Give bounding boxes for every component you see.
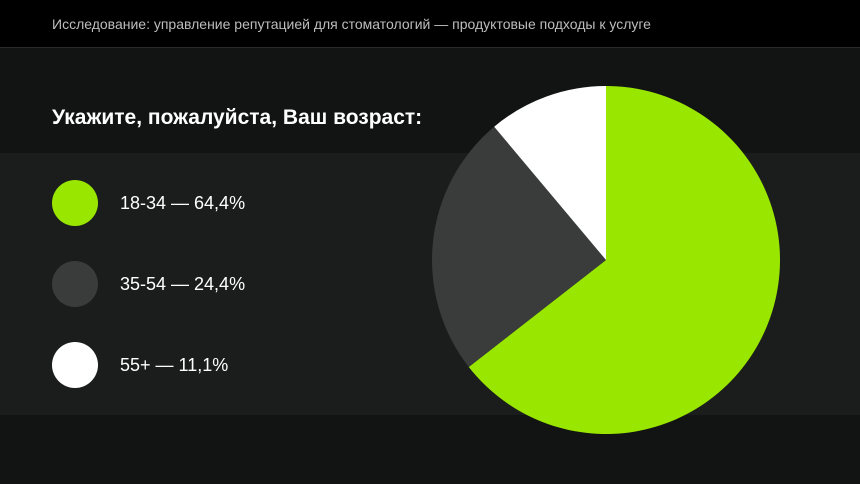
question-title: Укажите, пожалуйста, Ваш возраст: [52, 106, 423, 129]
legend-item-35-54: 35-54 — 24,4% [52, 261, 352, 307]
pie-slice-35-54 [431, 126, 606, 367]
legend-item-18-34: 18-34 — 64,4% [52, 180, 352, 226]
legend-item-55-plus: 55+ — 11,1% [52, 342, 352, 388]
header-title: Исследование: управление репутацией для … [52, 16, 651, 32]
legend-swatch-18-34 [52, 180, 98, 226]
pie-chart [431, 86, 780, 435]
legend-swatch-55-plus [52, 342, 98, 388]
legend-label-18-34: 18-34 — 64,4% [120, 193, 246, 213]
pie-slice-55-plus [494, 86, 606, 260]
legend-swatch-35-54 [52, 261, 98, 307]
pie-slice-18-34 [468, 86, 780, 435]
legend-label-35-54: 35-54 — 24,4% [120, 274, 246, 294]
header-bar: Исследование: управление репутацией для … [0, 0, 860, 48]
legend-label-55-plus: 55+ — 11,1% [120, 355, 229, 375]
